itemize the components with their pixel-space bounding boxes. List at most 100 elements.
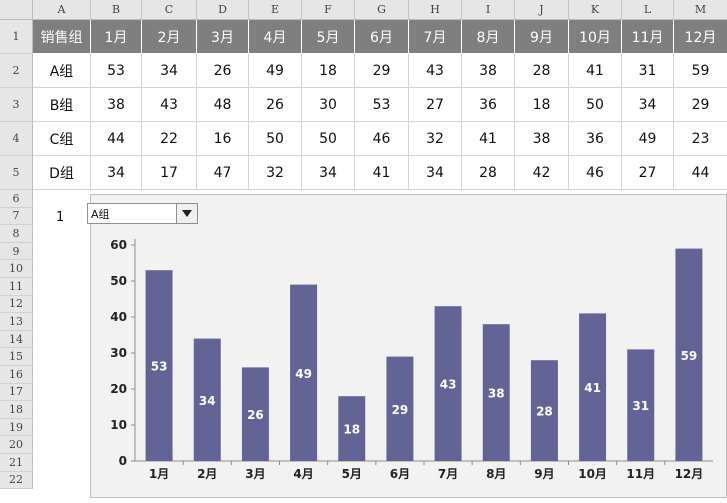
row-header-5[interactable]: 5 (0, 156, 33, 190)
table-cell[interactable]: 44 (674, 156, 727, 190)
dropdown-button[interactable] (176, 204, 197, 223)
bar-10月[interactable] (579, 313, 607, 461)
row-header-11[interactable]: 11 (0, 278, 33, 296)
table-cell[interactable]: 32 (409, 122, 462, 156)
table-header-cell[interactable]: 7月 (409, 20, 462, 54)
table-cell[interactable]: 49 (622, 122, 674, 156)
table-cell[interactable]: 43 (409, 54, 462, 88)
table-cell[interactable]: 27 (622, 156, 674, 190)
table-cell[interactable]: 50 (302, 122, 355, 156)
table-cell[interactable]: 34 (91, 156, 142, 190)
column-header-f[interactable]: F (302, 0, 355, 20)
column-header-c[interactable]: C (142, 0, 197, 20)
table-header-cell[interactable]: 6月 (355, 20, 409, 54)
column-header-a[interactable]: A (33, 0, 91, 20)
table-cell[interactable]: 53 (355, 88, 409, 122)
group-dropdown[interactable]: A组 (87, 203, 198, 224)
table-cell[interactable]: 47 (197, 156, 249, 190)
table-cell[interactable]: 26 (197, 54, 249, 88)
row-header-14[interactable]: 14 (0, 330, 33, 349)
table-header-cell[interactable]: 5月 (302, 20, 355, 54)
bar-6月[interactable] (386, 356, 414, 461)
row-header-15[interactable]: 15 (0, 348, 33, 366)
row-header-22[interactable]: 22 (0, 471, 33, 490)
row-header-7[interactable]: 7 (0, 207, 33, 226)
bar-1月[interactable] (145, 270, 173, 461)
table-cell[interactable]: D组 (33, 156, 91, 190)
row-header-4[interactable]: 4 (0, 122, 33, 156)
index-cell-value[interactable]: 1 (56, 210, 65, 225)
table-cell[interactable]: 16 (197, 122, 249, 156)
row-header-12[interactable]: 12 (0, 295, 33, 314)
table-header-cell[interactable]: 1月 (91, 20, 142, 54)
table-cell[interactable]: 41 (462, 122, 515, 156)
table-cell[interactable]: 50 (249, 122, 302, 156)
table-cell[interactable]: 34 (622, 88, 674, 122)
table-cell[interactable]: 36 (569, 122, 622, 156)
column-header-k[interactable]: K (569, 0, 622, 20)
table-cell[interactable]: 23 (674, 122, 727, 156)
table-cell[interactable]: 28 (515, 54, 569, 88)
bar-7月[interactable] (434, 306, 462, 461)
table-cell[interactable]: 29 (355, 54, 409, 88)
table-cell[interactable]: 38 (462, 54, 515, 88)
table-cell[interactable]: 34 (302, 156, 355, 190)
table-cell[interactable]: 18 (302, 54, 355, 88)
select-all-corner[interactable] (0, 0, 33, 20)
bar-3月[interactable] (241, 367, 269, 461)
table-cell[interactable]: 32 (249, 156, 302, 190)
table-cell[interactable]: 43 (142, 88, 197, 122)
row-header-3[interactable]: 3 (0, 88, 33, 122)
table-header-cell[interactable]: 10月 (569, 20, 622, 54)
table-cell[interactable]: 50 (569, 88, 622, 122)
table-cell[interactable]: 46 (355, 122, 409, 156)
table-header-cell[interactable]: 8月 (462, 20, 515, 54)
column-header-b[interactable]: B (91, 0, 142, 20)
table-header-cell[interactable]: 4月 (249, 20, 302, 54)
table-header-cell[interactable]: 12月 (674, 20, 727, 54)
column-header-h[interactable]: H (409, 0, 462, 20)
table-cell[interactable]: 38 (91, 88, 142, 122)
table-cell[interactable]: C组 (33, 122, 91, 156)
row-header-18[interactable]: 18 (0, 401, 33, 419)
table-cell[interactable]: 30 (302, 88, 355, 122)
table-cell[interactable]: 28 (462, 156, 515, 190)
column-header-m[interactable]: M (674, 0, 727, 20)
table-cell[interactable]: 53 (91, 54, 142, 88)
table-cell[interactable]: 49 (249, 54, 302, 88)
table-header-cell[interactable]: 11月 (622, 20, 674, 54)
bar-11月[interactable] (627, 349, 655, 461)
row-header-16[interactable]: 16 (0, 366, 33, 384)
row-header-1[interactable]: 1 (0, 20, 33, 54)
row-header-21[interactable]: 21 (0, 454, 33, 472)
column-header-d[interactable]: D (197, 0, 249, 20)
row-header-20[interactable]: 20 (0, 436, 33, 454)
row-header-13[interactable]: 13 (0, 313, 33, 331)
table-cell[interactable]: 22 (142, 122, 197, 156)
table-header-cell[interactable]: 销售组 (33, 20, 91, 54)
row-header-10[interactable]: 10 (0, 260, 33, 278)
table-header-cell[interactable]: 3月 (197, 20, 249, 54)
column-header-i[interactable]: I (462, 0, 515, 20)
table-cell[interactable]: 59 (674, 54, 727, 88)
table-cell[interactable]: 34 (409, 156, 462, 190)
table-cell[interactable]: 27 (409, 88, 462, 122)
row-header-2[interactable]: 2 (0, 54, 33, 88)
row-header-9[interactable]: 9 (0, 242, 33, 261)
column-header-g[interactable]: G (355, 0, 409, 20)
bar-5月[interactable] (338, 396, 366, 461)
table-cell[interactable]: 41 (569, 54, 622, 88)
column-header-j[interactable]: J (515, 0, 569, 20)
row-header-19[interactable]: 19 (0, 418, 33, 437)
bar-4月[interactable] (290, 284, 318, 461)
table-cell[interactable]: 29 (674, 88, 727, 122)
table-cell[interactable]: B组 (33, 88, 91, 122)
table-cell[interactable]: 31 (622, 54, 674, 88)
table-cell[interactable]: 42 (515, 156, 569, 190)
bar-12月[interactable] (675, 248, 703, 461)
table-cell[interactable]: 46 (569, 156, 622, 190)
table-cell[interactable]: 26 (249, 88, 302, 122)
table-cell[interactable]: 17 (142, 156, 197, 190)
table-cell[interactable]: 36 (462, 88, 515, 122)
table-cell[interactable]: 34 (142, 54, 197, 88)
